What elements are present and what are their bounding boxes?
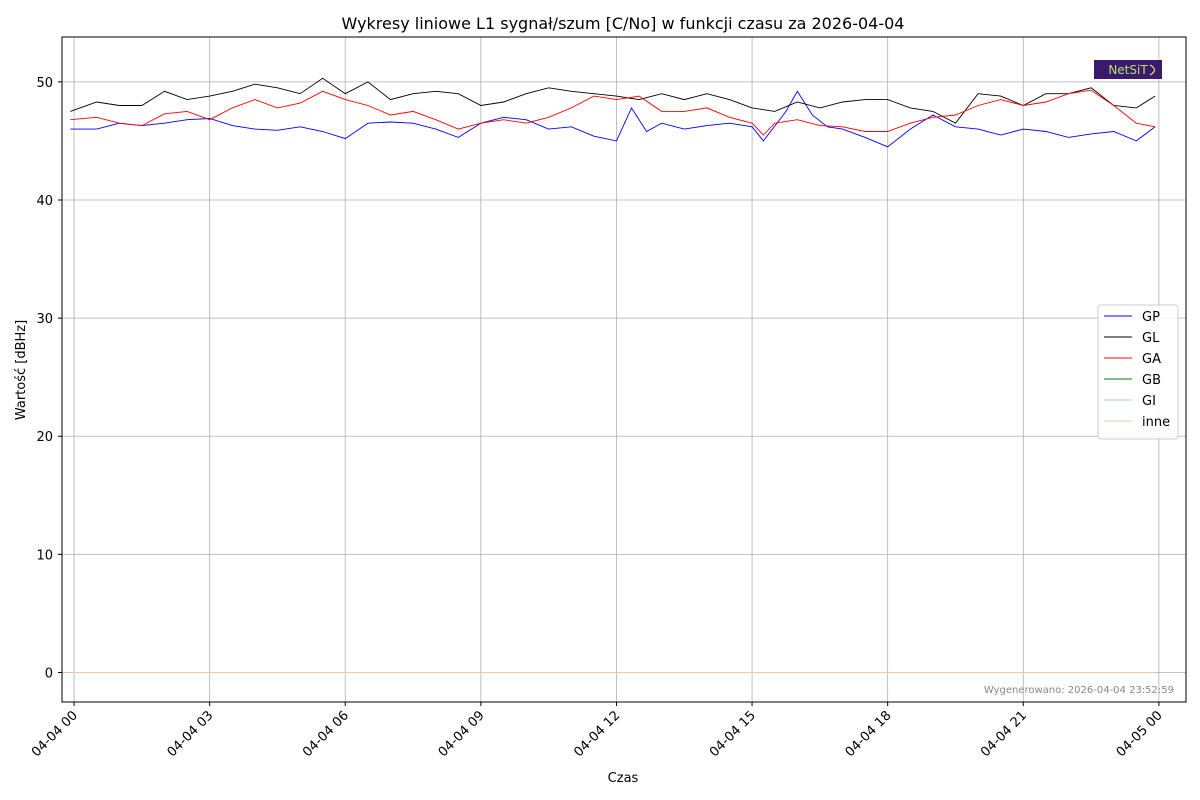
x-axis-label: Czas — [608, 771, 639, 786]
y-tick-label: 10 — [36, 548, 53, 563]
legend-box — [1097, 304, 1179, 440]
series-line-gl — [70, 77, 1156, 124]
axis-ticks: 0 10 20 30 40 50 04-04 00 04-04 03 04-04 06 04-04… — [29, 76, 1166, 760]
x-tick-label: 04-04 18 — [843, 708, 895, 760]
series-line-ga — [70, 89, 1156, 136]
y-axis-label: Wartość [dBHz] — [14, 320, 29, 420]
legend: GP GL GA GB GI inne — [1097, 304, 1179, 440]
legend-label-gb: GB — [1142, 373, 1161, 388]
x-tick-label: 04-04 09 — [436, 708, 488, 760]
series-lines — [70, 77, 1156, 673]
y-tick-label: 30 — [36, 312, 53, 327]
x-tick-label: 04-04 06 — [300, 708, 352, 760]
series-line-gp — [70, 90, 1156, 148]
grid — [62, 37, 1186, 702]
y-tick-label: 50 — [36, 76, 53, 91]
y-tick-label: 40 — [36, 194, 53, 209]
x-tick-label: 04-05 00 — [1114, 708, 1166, 760]
x-tick-label: 04-04 21 — [978, 708, 1030, 760]
x-tick-label: 04-04 00 — [29, 708, 81, 760]
legend-label-gp: GP — [1142, 310, 1160, 325]
chart-title: Wykresy liniowe L1 sygnał/szum [C/No] w … — [342, 14, 905, 33]
y-tick-label: 0 — [45, 666, 53, 681]
generated-footer: Wygenerowano: 2026-04-04 23:52:59 — [984, 685, 1174, 696]
legend-label-ga: GA — [1142, 352, 1161, 367]
legend-label-inne: inne — [1142, 415, 1170, 430]
y-tick-label: 20 — [36, 430, 53, 445]
legend-label-gi: GI — [1142, 394, 1156, 409]
x-tick-label: 04-04 12 — [571, 708, 623, 760]
plot-frame — [61, 36, 1187, 703]
legend-label-gl: GL — [1142, 331, 1160, 346]
logo-text: NetSiT — [1108, 63, 1148, 77]
x-tick-label: 04-04 15 — [707, 708, 759, 760]
x-tick-label: 04-04 03 — [165, 708, 217, 760]
netsit-logo: NetSiT — [1094, 60, 1162, 79]
